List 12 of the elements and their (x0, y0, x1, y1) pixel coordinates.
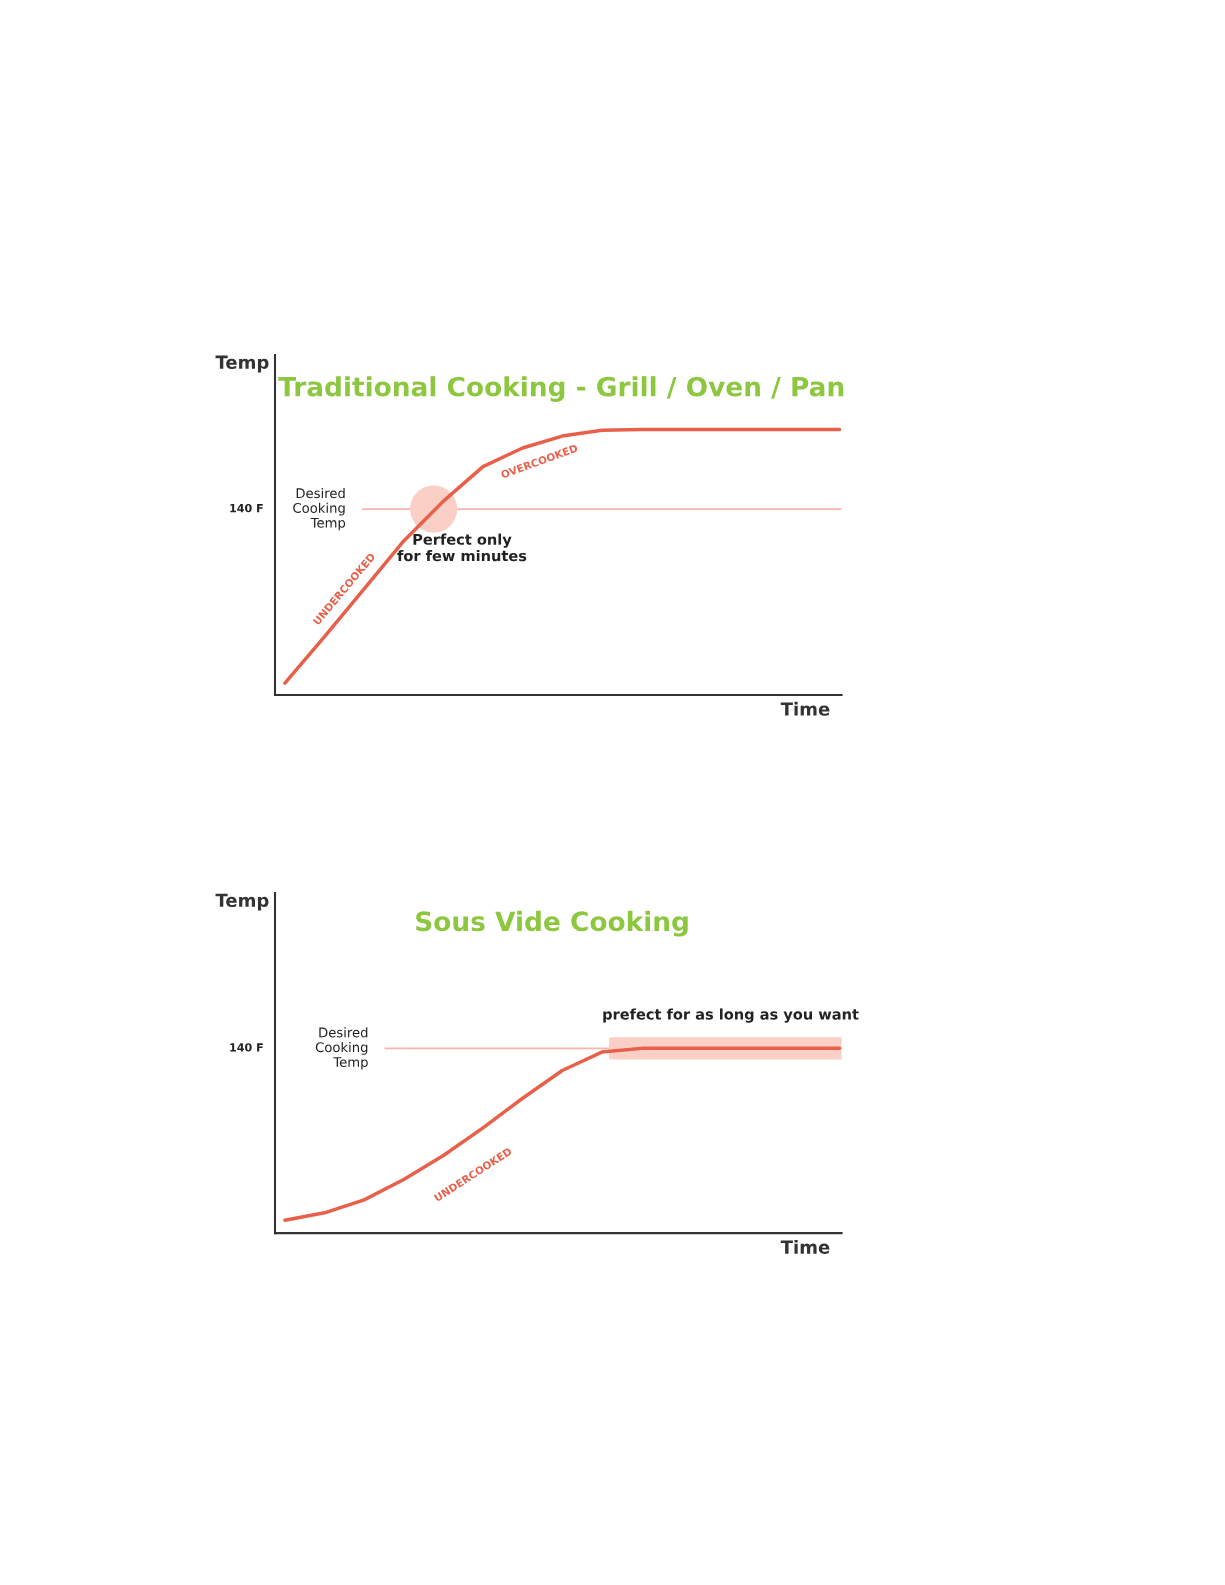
text: prefect for as long as you want (603, 1008, 859, 1023)
y-axis-title: Temp (215, 355, 269, 373)
y-axis-title: Temp (215, 893, 269, 911)
x-axis-title: Time (780, 1239, 830, 1254)
chart-title: Traditional Cooking - Grill / Oven / Pan (278, 376, 844, 402)
annotation: Perfect only for few minutes (397, 533, 527, 562)
ref-line-label: Desired Cooking Temp (315, 1027, 368, 1070)
chart-title: Sous Vide Cooking (416, 910, 688, 937)
ref-line-label: Desired Cooking Temp (293, 487, 346, 531)
text: 140 F (230, 1043, 263, 1052)
text: 140 F (230, 503, 263, 513)
x-axis-title: Time (780, 701, 830, 716)
